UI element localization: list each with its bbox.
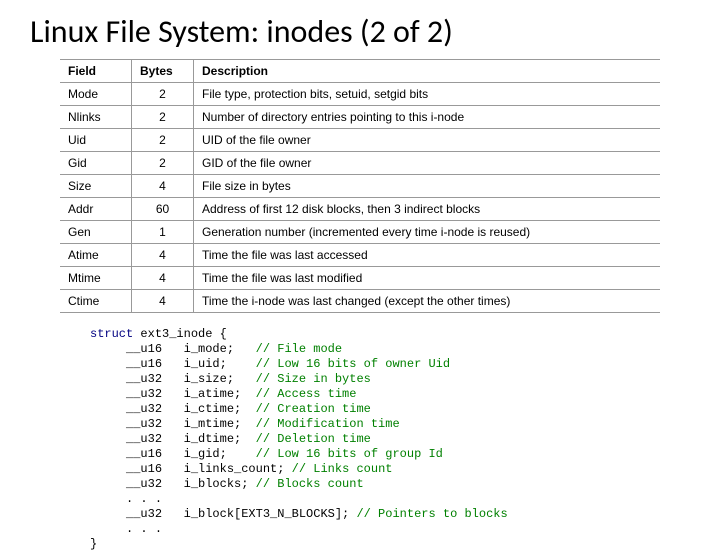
cell-bytes: 60: [132, 198, 194, 221]
cell-bytes: 4: [132, 175, 194, 198]
cell-field: Gen: [60, 221, 132, 244]
cell-bytes: 4: [132, 244, 194, 267]
col-header-bytes: Bytes: [132, 60, 194, 83]
cell-description: Time the file was last accessed: [194, 244, 661, 267]
cell-field: Gid: [60, 152, 132, 175]
cell-field: Mode: [60, 83, 132, 106]
cell-bytes: 1: [132, 221, 194, 244]
col-header-field: Field: [60, 60, 132, 83]
page-title: Linux File System: inodes (2 of 2): [0, 0, 720, 59]
cell-bytes: 2: [132, 152, 194, 175]
table-row: Mtime4Time the file was last modified: [60, 267, 660, 290]
cell-description: File size in bytes: [194, 175, 661, 198]
cell-description: Generation number (incremented every tim…: [194, 221, 661, 244]
table-header-row: Field Bytes Description: [60, 60, 660, 83]
cell-bytes: 2: [132, 129, 194, 152]
inode-field-table: Field Bytes Description Mode2File type, …: [60, 59, 660, 313]
table-row: Ctime4Time the i-node was last changed (…: [60, 290, 660, 313]
table-row: Uid2UID of the file owner: [60, 129, 660, 152]
table-row: Gen1Generation number (incremented every…: [60, 221, 660, 244]
cell-description: File type, protection bits, setuid, setg…: [194, 83, 661, 106]
table-row: Gid2GID of the file owner: [60, 152, 660, 175]
table-row: Size4File size in bytes: [60, 175, 660, 198]
table-row: Atime4Time the file was last accessed: [60, 244, 660, 267]
cell-description: Time the file was last modified: [194, 267, 661, 290]
cell-field: Nlinks: [60, 106, 132, 129]
cell-description: GID of the file owner: [194, 152, 661, 175]
cell-field: Atime: [60, 244, 132, 267]
cell-bytes: 4: [132, 290, 194, 313]
cell-description: Number of directory entries pointing to …: [194, 106, 661, 129]
struct-code-block: struct ext3_inode { __u16 i_mode; // Fil…: [90, 327, 660, 552]
table-row: Addr60Address of first 12 disk blocks, t…: [60, 198, 660, 221]
cell-description: Address of first 12 disk blocks, then 3 …: [194, 198, 661, 221]
cell-field: Size: [60, 175, 132, 198]
cell-bytes: 2: [132, 106, 194, 129]
cell-field: Ctime: [60, 290, 132, 313]
cell-bytes: 2: [132, 83, 194, 106]
cell-field: Mtime: [60, 267, 132, 290]
cell-description: UID of the file owner: [194, 129, 661, 152]
content-area: Field Bytes Description Mode2File type, …: [0, 59, 720, 552]
col-header-description: Description: [194, 60, 661, 83]
cell-field: Uid: [60, 129, 132, 152]
cell-field: Addr: [60, 198, 132, 221]
table-row: Nlinks2Number of directory entries point…: [60, 106, 660, 129]
cell-bytes: 4: [132, 267, 194, 290]
cell-description: Time the i-node was last changed (except…: [194, 290, 661, 313]
table-row: Mode2File type, protection bits, setuid,…: [60, 83, 660, 106]
